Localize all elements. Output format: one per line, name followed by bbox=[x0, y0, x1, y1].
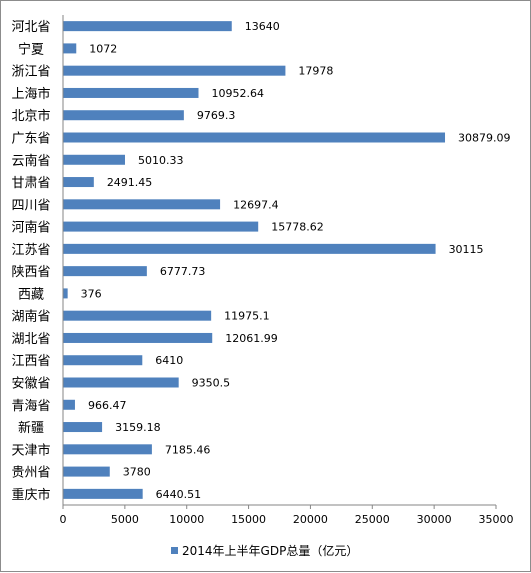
value-labels-layer: 13640 1072 17978 10952.64 9769.3 30879.09 5010… bbox=[81, 20, 511, 501]
category-label: 宁夏 bbox=[18, 41, 44, 57]
x-tick-label: 25000 bbox=[355, 513, 390, 526]
category-label: 江苏省 bbox=[11, 242, 50, 258]
category-label: 西藏 bbox=[18, 287, 44, 302]
value-label: 3780 bbox=[123, 466, 151, 479]
value-label: 6410 bbox=[155, 354, 183, 367]
value-label: 30115 bbox=[449, 243, 484, 256]
category-label: 江西省 bbox=[11, 354, 50, 369]
bar bbox=[63, 221, 259, 232]
value-label: 6777.73 bbox=[160, 265, 206, 278]
bar bbox=[63, 199, 221, 210]
value-label: 11975.1 bbox=[224, 310, 270, 323]
value-label: 2491.45 bbox=[107, 176, 152, 189]
x-tick-label: 10000 bbox=[169, 513, 204, 526]
x-tick-label: 5000 bbox=[111, 513, 139, 526]
category-label: 青海省 bbox=[11, 399, 50, 414]
value-label: 17978 bbox=[298, 65, 333, 78]
category-label: 湖南省 bbox=[11, 309, 50, 325]
category-label: 四川省 bbox=[11, 198, 50, 213]
bar bbox=[63, 132, 446, 143]
bar bbox=[63, 488, 143, 499]
category-label: 上海市 bbox=[11, 86, 50, 102]
bar bbox=[63, 466, 110, 477]
bar bbox=[63, 288, 68, 299]
category-label: 广东省 bbox=[11, 132, 50, 147]
value-label: 9350.5 bbox=[192, 377, 231, 390]
value-label: 7185.46 bbox=[165, 443, 211, 456]
category-label: 云南省 bbox=[11, 153, 50, 169]
category-label: 湖北省 bbox=[11, 332, 50, 347]
bar bbox=[63, 177, 94, 188]
value-label: 12061.99 bbox=[225, 332, 278, 345]
x-tick-label: 15000 bbox=[231, 513, 266, 526]
x-tick-label: 0 bbox=[60, 513, 67, 526]
category-label: 新疆 bbox=[18, 420, 44, 436]
category-label: 北京市 bbox=[11, 108, 50, 124]
bar bbox=[63, 444, 152, 455]
bar bbox=[63, 65, 286, 76]
value-label: 5010.33 bbox=[138, 154, 184, 167]
x-tick-label: 20000 bbox=[293, 513, 328, 526]
bar bbox=[63, 355, 143, 366]
legend: 2014年上半年GDP总量（亿元） bbox=[171, 543, 358, 558]
category-label: 河北省 bbox=[11, 20, 50, 35]
x-ticks-layer: 0 5000 10000 15000 20000 25000 30000 35000 bbox=[60, 505, 514, 526]
category-label: 安徽省 bbox=[11, 377, 50, 392]
category-label: 贵州省 bbox=[11, 466, 50, 481]
bar bbox=[63, 87, 199, 98]
value-label: 12697.4 bbox=[233, 198, 278, 211]
bar bbox=[63, 266, 147, 277]
value-label: 3159.18 bbox=[115, 421, 161, 434]
value-label: 376 bbox=[81, 287, 102, 300]
x-tick-label: 30000 bbox=[417, 513, 452, 526]
value-label: 9769.3 bbox=[197, 109, 236, 122]
legend-label: 2014年上半年GDP总量（亿元） bbox=[182, 543, 358, 558]
bar bbox=[63, 377, 179, 388]
bar bbox=[63, 422, 103, 433]
value-label: 30879.09 bbox=[458, 132, 511, 145]
legend-swatch bbox=[171, 547, 178, 554]
value-label: 1072 bbox=[89, 42, 117, 55]
bar bbox=[63, 310, 212, 321]
bar bbox=[63, 332, 213, 343]
value-label: 6440.51 bbox=[156, 488, 202, 501]
bar bbox=[63, 243, 436, 254]
x-tick-label: 35000 bbox=[479, 513, 514, 526]
value-label: 966.47 bbox=[88, 399, 127, 412]
category-label: 重庆市 bbox=[11, 487, 50, 503]
bar bbox=[63, 21, 232, 32]
value-label: 15778.62 bbox=[271, 221, 324, 234]
category-label: 甘肃省 bbox=[11, 176, 50, 191]
category-labels-layer: 河北省宁夏浙江省上海市北京市广东省云南省甘肃省四川省河南省江苏省陕西省西藏湖南省… bbox=[11, 20, 50, 503]
category-label: 河南省 bbox=[11, 220, 50, 236]
value-label: 10952.64 bbox=[211, 87, 264, 100]
category-label: 浙江省 bbox=[11, 65, 50, 80]
value-label: 13640 bbox=[245, 20, 280, 33]
bar bbox=[63, 43, 77, 54]
bar bbox=[63, 110, 184, 121]
bars-layer bbox=[63, 21, 446, 499]
bar bbox=[63, 399, 75, 410]
bar bbox=[63, 154, 125, 165]
category-label: 天津市 bbox=[11, 442, 50, 458]
category-label: 陕西省 bbox=[11, 265, 50, 280]
